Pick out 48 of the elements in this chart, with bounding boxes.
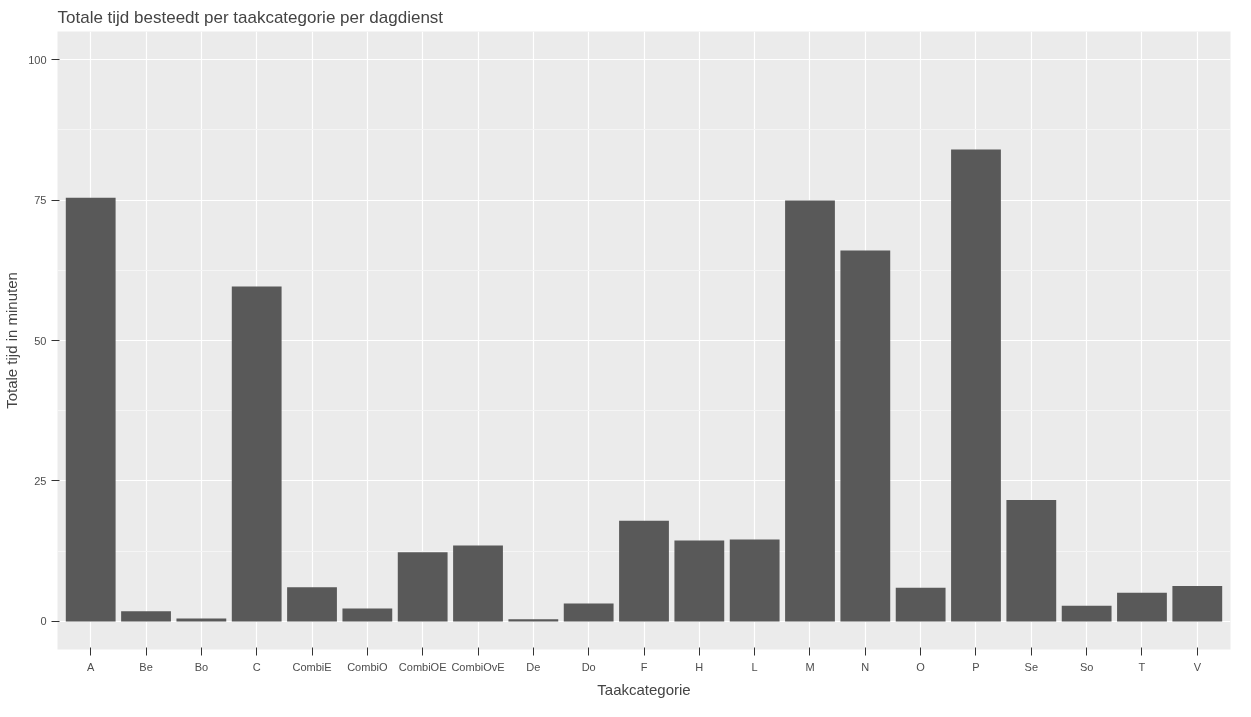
bar xyxy=(951,149,1001,622)
y-axis-title: Totale tijd in minuten xyxy=(3,272,21,409)
bar xyxy=(287,587,337,622)
bar xyxy=(342,608,393,622)
bar xyxy=(1006,500,1057,622)
bar xyxy=(563,603,614,622)
y-tick-label: 25 xyxy=(34,474,47,487)
bar xyxy=(231,286,282,622)
x-tick-label: A xyxy=(87,660,96,673)
x-tick-label: L xyxy=(751,660,758,673)
bar xyxy=(453,545,503,622)
chart-title: Totale tijd besteedt per taakcategorie per dagdienst xyxy=(57,7,444,27)
x-tick-label: T xyxy=(1138,660,1146,673)
bar xyxy=(1117,592,1167,622)
x-tick-label: CombiOvE xyxy=(451,660,505,673)
x-tick-label: Se xyxy=(1024,660,1039,673)
bar xyxy=(1061,605,1112,622)
x-tick-label: CombiOE xyxy=(398,660,447,673)
x-axis-title: Taakcategorie xyxy=(597,680,691,698)
x-tick-label: N xyxy=(861,660,870,673)
bar xyxy=(785,200,835,622)
x-tick-label: Bo xyxy=(194,660,209,673)
x-tick-label: H xyxy=(695,660,704,673)
x-tick-label: C xyxy=(252,660,261,673)
x-tick-label: Do xyxy=(581,660,596,673)
x-tick-label: So xyxy=(1079,660,1094,673)
x-tick-label: CombiO xyxy=(347,660,388,673)
bar xyxy=(121,611,171,622)
y-tick-label: 0 xyxy=(40,615,47,628)
y-tick-label: 50 xyxy=(34,334,47,347)
x-tick-label: V xyxy=(1193,660,1202,673)
bar xyxy=(840,250,891,622)
bar xyxy=(1172,586,1223,622)
x-tick-label: F xyxy=(640,660,648,673)
x-tick-label: CombiE xyxy=(292,660,332,673)
x-tick-label: M xyxy=(805,660,815,673)
bar xyxy=(729,539,780,622)
bar xyxy=(895,587,946,622)
x-tick-label: De xyxy=(526,660,541,673)
x-tick-label: P xyxy=(972,660,980,673)
bar xyxy=(65,197,116,622)
bar xyxy=(397,552,448,622)
bar xyxy=(674,540,725,622)
y-tick-label: 75 xyxy=(34,194,47,207)
x-tick-label: Be xyxy=(139,660,153,673)
x-tick-label: O xyxy=(916,660,926,673)
bar xyxy=(619,520,669,622)
y-tick-label: 100 xyxy=(28,53,47,66)
